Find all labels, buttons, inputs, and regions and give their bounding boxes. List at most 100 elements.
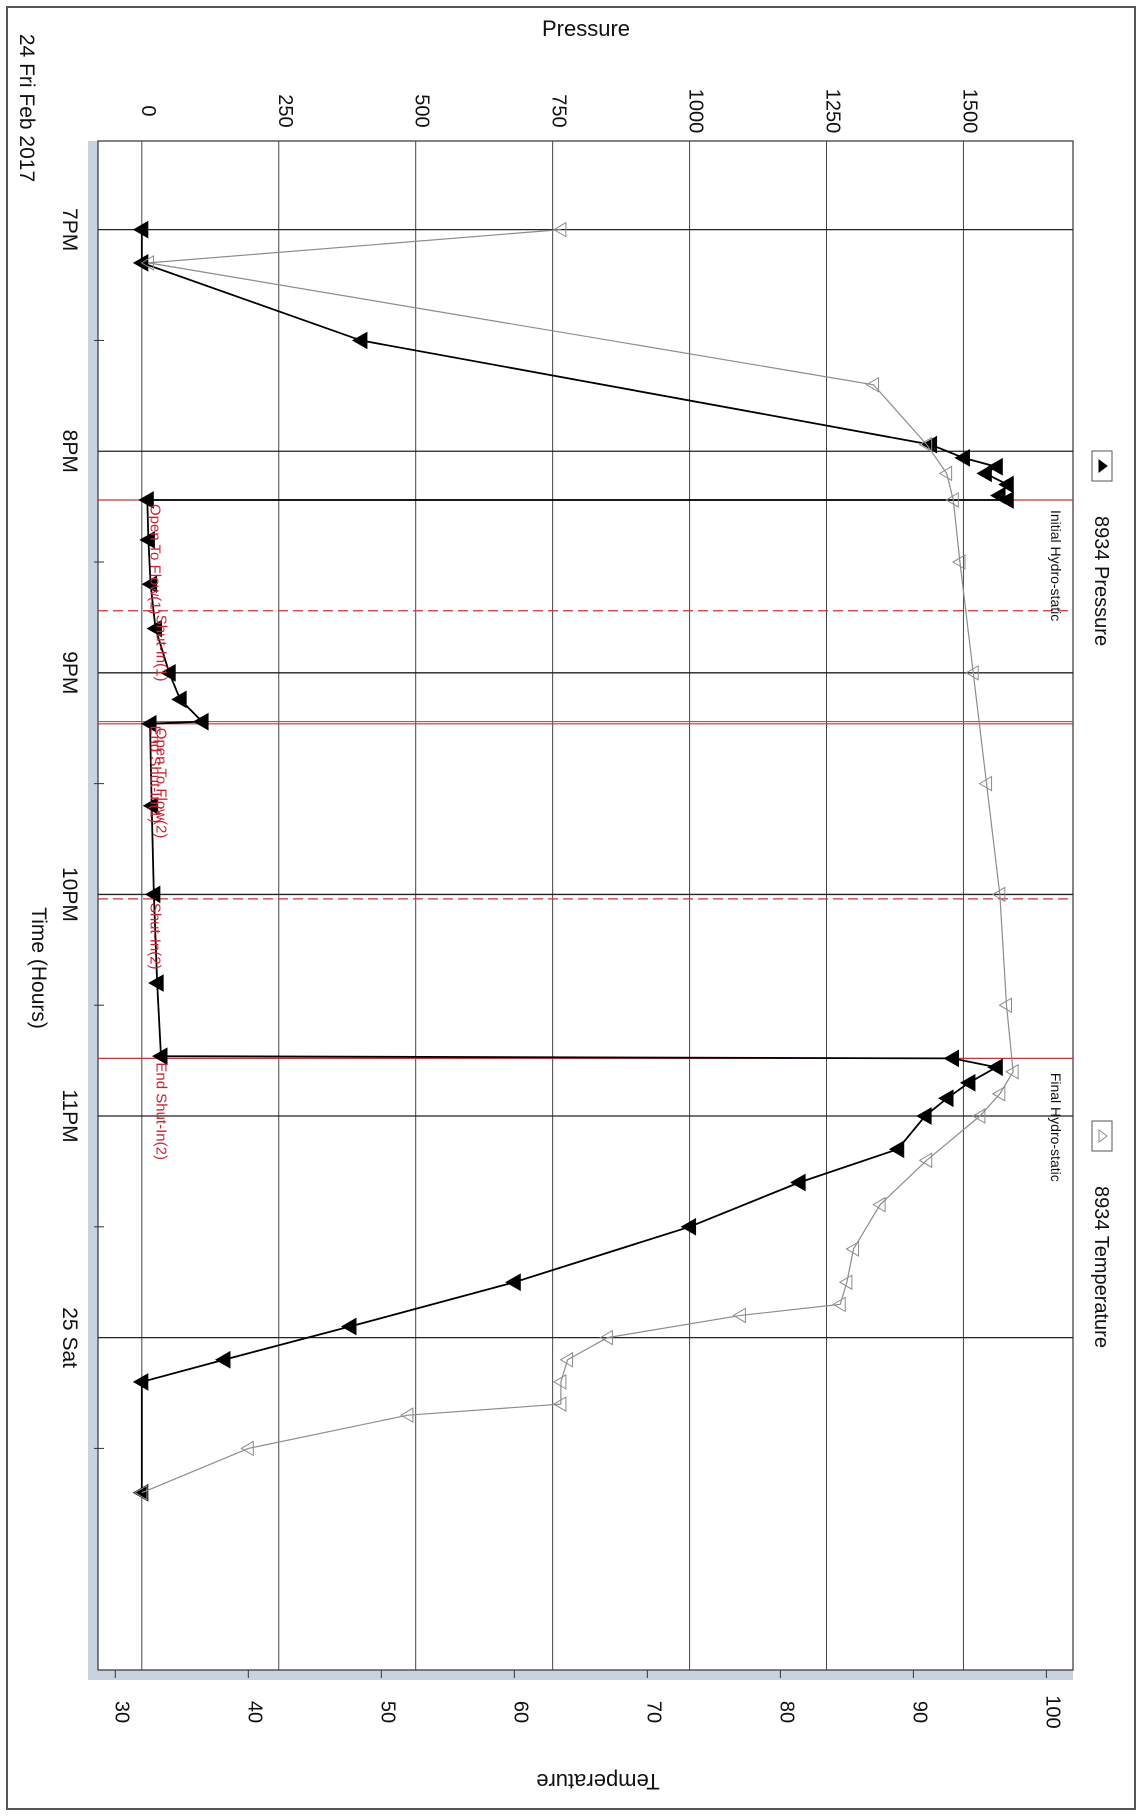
date-label: 24 Fri Feb 2017 [15, 34, 38, 182]
legend-swatch-box [1091, 1120, 1113, 1152]
time-tick-label: 8PM [58, 430, 81, 473]
temperature-point [872, 1196, 886, 1213]
time-tick-label: 10PM [58, 867, 81, 922]
temperature-tick-label: 80 [775, 1701, 797, 1723]
temperature-point [732, 1307, 746, 1324]
pressure-tick-label: 1000 [685, 89, 707, 134]
pressure-point [790, 1173, 806, 1192]
pressure-temperature-chart: 0 250 500 750 1000 1250 1500 30 40 50 60 70 80 90 100 7… [15, 16, 1113, 1794]
pressure-point [151, 1047, 168, 1066]
time-tick-label: 25 Sat [58, 1307, 81, 1368]
pressure-tick-label: 500 [411, 94, 433, 127]
plot-shadow-bottom [88, 1670, 1073, 1680]
pressure-tick-label: 0 [137, 105, 159, 116]
pressure-point [138, 491, 154, 509]
pressure-point [938, 1089, 954, 1108]
chart-frame: 0 250 500 750 1000 1250 1500 30 40 50 60 70 80 90 100 7… [6, 6, 1136, 1810]
pressure-point [139, 531, 155, 549]
pressure-point [959, 1073, 976, 1092]
pressure-tick-label: 750 [548, 94, 570, 127]
time-tick-label: 11PM [58, 1089, 81, 1142]
pressure-axis-title: Pressure [542, 16, 630, 41]
pressure-point [146, 619, 163, 638]
pressure-point [144, 885, 161, 904]
pressure-point [160, 663, 176, 682]
time-tick-label: 9PM [58, 651, 81, 694]
hydrostatic-annotation: Final Hydro-static [1048, 1073, 1064, 1182]
temperature-point [945, 492, 959, 508]
pressure-point [943, 1049, 959, 1068]
temperature-point [991, 886, 1006, 903]
temperature-point [965, 664, 979, 681]
pressure-point [998, 475, 1014, 494]
temperature-point [998, 997, 1012, 1014]
temperature-point [845, 1241, 860, 1257]
event-marker-label: Open To Flow(1) [146, 504, 163, 615]
pressure-point [340, 1317, 357, 1336]
temperature-point [991, 1085, 1006, 1102]
time-tick-label: 7PM [58, 208, 81, 251]
temperature-point [978, 775, 993, 792]
pressure-point [132, 1373, 149, 1391]
pressure-point [987, 1058, 1003, 1077]
temperature-point [918, 436, 933, 453]
temperature-tick-label: 50 [376, 1701, 398, 1723]
pressure-point [888, 1140, 905, 1159]
temperature-tick-label: 100 [1041, 1695, 1063, 1728]
temperature-point [971, 1108, 986, 1124]
pressure-tick-label: 1500 [958, 89, 980, 134]
pressure-point [193, 712, 209, 731]
temperature-tick-label: 70 [642, 1701, 664, 1723]
temperature-tick-label: 90 [908, 1701, 930, 1723]
pressure-tick-label: 1250 [822, 89, 844, 134]
legend-label: 8934 Pressure [1090, 516, 1112, 646]
pressure-point [954, 449, 970, 467]
pressure-point [998, 491, 1014, 509]
pressure-point [171, 690, 187, 709]
temperature-axis-title: Temperature [536, 1769, 660, 1794]
temperature-point [938, 465, 953, 482]
temperature-point [399, 1407, 414, 1424]
event-marker-label: End Shut-In(1) [146, 726, 163, 824]
temperature-point [552, 1374, 567, 1390]
temperature-point [951, 554, 966, 570]
pressure-point [987, 457, 1003, 476]
pressure-tick-label: 250 [274, 94, 296, 127]
temperature-point [240, 1440, 254, 1457]
temperature-tick-label: 40 [243, 1701, 265, 1723]
temperature-point [832, 1296, 846, 1313]
temperature-point [133, 1484, 148, 1501]
temperature-tick-label: 60 [509, 1701, 531, 1723]
event-marker-label: Shut-In(2) [146, 903, 163, 970]
pressure-point [142, 796, 159, 815]
pressure-point [132, 220, 149, 239]
pressure-point [148, 974, 164, 992]
plot-area [97, 140, 1074, 1671]
temperature-point [838, 1274, 853, 1291]
pressure-point [976, 464, 992, 483]
pressure-point [916, 1107, 932, 1125]
pressure-point [351, 331, 368, 350]
legend-open-triangle-icon [1098, 1129, 1108, 1143]
temperature-point [1005, 1063, 1019, 1080]
hydrostatic-annotation: Initial Hydro-static [1048, 510, 1064, 621]
temperature-tick-label: 30 [110, 1701, 132, 1723]
temperature-point [140, 255, 155, 271]
temperature-point [552, 1396, 567, 1412]
temperature-series-line [141, 229, 1014, 1494]
event-marker-label: Open To Flow(2) [152, 728, 169, 839]
temperature-point [865, 376, 879, 393]
legend-filled-triangle-icon [1098, 459, 1108, 473]
temperature-point [552, 221, 567, 238]
pressure-point [680, 1217, 697, 1236]
pressure-point [141, 714, 157, 733]
pressure-point [141, 575, 158, 594]
temperature-point [559, 1351, 574, 1368]
plot-shadow-left [88, 141, 98, 1680]
pressure-point [505, 1273, 521, 1292]
event-marker-label: Shut-In(1) [152, 615, 169, 682]
pressure-point [214, 1350, 231, 1369]
temperature-point [599, 1329, 613, 1346]
temperature-point [918, 1152, 933, 1169]
legend-label: 8934 Temperature [1090, 1186, 1112, 1348]
